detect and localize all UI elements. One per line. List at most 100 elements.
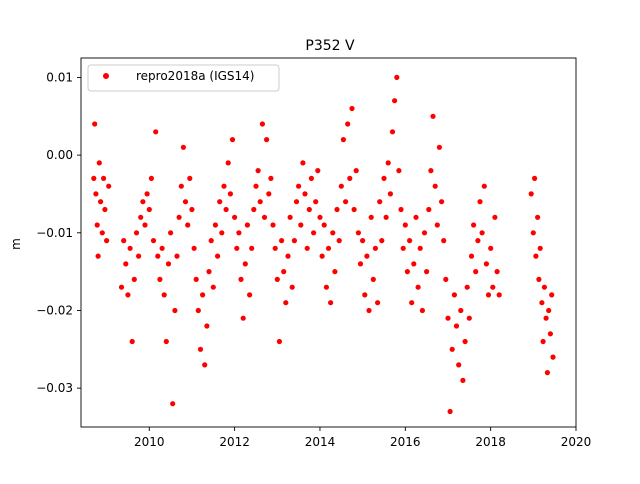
data-point-0-58 (217, 199, 223, 205)
data-point-0-32 (161, 292, 167, 298)
data-point-0-112 (332, 269, 338, 275)
data-point-0-176 (468, 253, 475, 259)
data-point-0-57 (215, 253, 221, 259)
data-point-0-117 (343, 199, 349, 205)
data-point-0-104 (315, 168, 321, 174)
data-point-0-165 (445, 315, 451, 321)
data-point-0-76 (255, 168, 261, 174)
data-point-0-152 (417, 245, 423, 251)
data-point-0-172 (460, 377, 466, 383)
data-point-0-171 (458, 307, 464, 314)
data-point-0-157 (428, 168, 434, 174)
x-axis: 2010 2012 2014 2016 2018 2020 (134, 427, 591, 449)
legend-label: repro2018a (IGS14) (136, 69, 254, 83)
data-point-0-170 (456, 362, 462, 368)
data-point-0-166 (447, 408, 453, 415)
data-point-0-196 (537, 245, 543, 251)
data-point-0-155 (424, 269, 430, 275)
data-point-0-94 (293, 199, 300, 205)
data-point-0-20 (136, 253, 142, 259)
data-point-0-100 (306, 206, 312, 213)
data-point-0-33 (163, 338, 169, 345)
data-point-0-37 (172, 307, 178, 314)
data-point-0-177 (471, 222, 477, 228)
data-point-0-82 (268, 175, 274, 181)
data-point-0-120 (349, 105, 355, 112)
legend: repro2018a (IGS14) (87, 64, 280, 92)
data-point-0-31 (159, 245, 165, 251)
data-point-0-186 (490, 284, 496, 290)
data-point-0-12 (118, 284, 125, 290)
data-point-0-160 (434, 222, 440, 228)
y-tick-label: 0.00 (46, 148, 73, 162)
data-point-0-111 (330, 230, 336, 236)
data-point-0-101 (308, 175, 314, 181)
data-point-0-201 (544, 370, 551, 376)
data-point-0-93 (291, 238, 297, 244)
data-point-0-62 (225, 160, 231, 166)
data-point-0-86 (276, 338, 282, 345)
data-point-0-195 (536, 276, 542, 282)
x-tick-label: 2010 (134, 435, 165, 449)
data-point-0-68 (238, 276, 244, 282)
data-point-0-131 (372, 245, 378, 251)
data-point-0-25 (146, 206, 152, 213)
data-point-0-189 (496, 292, 502, 298)
data-point-0-38 (174, 253, 180, 259)
data-point-0-126 (362, 292, 368, 298)
data-point-0-162 (439, 199, 445, 205)
data-point-0-109 (325, 245, 332, 251)
data-point-0-119 (347, 175, 353, 181)
data-point-0-187 (492, 214, 498, 220)
data-point-0-74 (251, 206, 257, 213)
data-point-0-60 (221, 183, 227, 189)
data-point-0-67 (236, 230, 242, 236)
x-tick-label: 2014 (305, 435, 336, 449)
data-point-0-129 (368, 214, 374, 220)
data-point-0-18 (131, 276, 137, 282)
data-point-0-148 (409, 300, 415, 306)
data-point-0-135 (381, 175, 387, 181)
data-point-0-178 (473, 269, 479, 275)
data-point-0-150 (413, 214, 419, 220)
data-point-0-108 (323, 284, 329, 290)
data-point-0-132 (375, 300, 381, 306)
data-point-0-66 (234, 245, 240, 251)
data-point-0-69 (240, 315, 246, 321)
data-point-0-149 (411, 261, 417, 267)
data-point-0-153 (419, 307, 425, 314)
data-point-0-147 (407, 238, 413, 244)
data-point-0-70 (242, 261, 248, 267)
data-point-0-80 (264, 137, 270, 143)
data-point-0-5 (96, 160, 102, 166)
data-point-0-3 (94, 222, 100, 228)
data-point-0-23 (142, 222, 148, 228)
data-point-0-54 (208, 238, 214, 244)
data-point-0-79 (261, 214, 268, 220)
data-point-0-53 (206, 269, 212, 275)
legend-marker (103, 73, 109, 79)
data-point-0-137 (385, 160, 391, 166)
legend-box (87, 64, 280, 92)
data-point-0-204 (549, 292, 555, 298)
data-point-0-154 (421, 230, 428, 236)
data-point-0-73 (249, 245, 255, 251)
data-point-0-198 (540, 338, 546, 345)
data-point-0-16 (127, 245, 133, 251)
data-point-0-30 (157, 276, 163, 282)
data-point-0-8 (101, 175, 107, 181)
data-point-0-169 (453, 323, 460, 329)
data-point-0-143 (398, 206, 404, 213)
data-point-0-22 (140, 199, 146, 205)
data-point-0-106 (319, 253, 325, 259)
data-point-0-115 (338, 183, 344, 189)
data-point-0-128 (366, 307, 372, 314)
data-point-0-99 (304, 245, 310, 251)
data-point-0-107 (321, 222, 327, 228)
data-point-0-27 (150, 238, 157, 244)
data-point-0-130 (370, 276, 376, 282)
data-point-0-48 (195, 307, 201, 314)
data-point-0-145 (402, 222, 408, 228)
